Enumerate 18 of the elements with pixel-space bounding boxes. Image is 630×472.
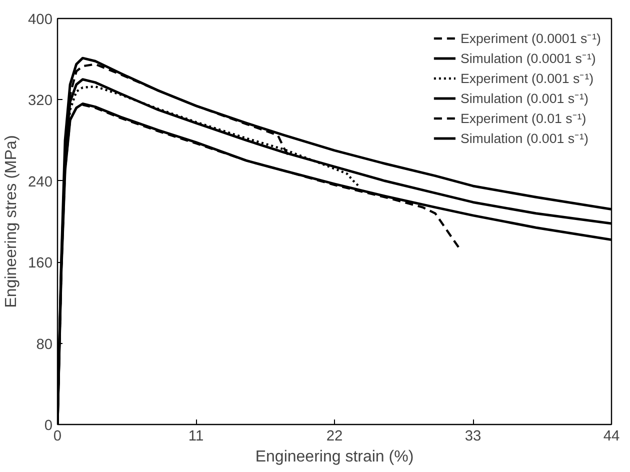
x-tick-label: 22 bbox=[326, 428, 343, 444]
x-tick-label: 11 bbox=[188, 428, 204, 444]
x-tick-label: 44 bbox=[603, 428, 620, 444]
y-tick-label: 320 bbox=[28, 93, 53, 110]
legend-label: Simulation (0.001 s⁻¹) bbox=[460, 130, 588, 147]
y-tick-label: 240 bbox=[28, 174, 53, 190]
y-tick-label: 80 bbox=[36, 336, 53, 353]
x-axis-title: Engineering strain (%) bbox=[255, 448, 414, 466]
y-tick-label: 400 bbox=[28, 12, 53, 28]
y-axis-title: Engineering stres (MPa) bbox=[3, 135, 20, 308]
legend-label: Simulation (0.001 s⁻¹) bbox=[460, 90, 588, 107]
legend-label: Experiment (0.001 s⁻¹) bbox=[460, 70, 594, 87]
y-tick-label: 0 bbox=[44, 418, 53, 434]
legend-label: Simulation (0.0001 s⁻¹) bbox=[460, 50, 596, 67]
y-tick-label: 160 bbox=[28, 256, 53, 272]
legend-label: Experiment (0.0001 s⁻¹) bbox=[460, 30, 601, 47]
legend-label: Experiment (0.01 s⁻¹) bbox=[460, 110, 586, 127]
x-tick-label: 33 bbox=[464, 428, 482, 444]
